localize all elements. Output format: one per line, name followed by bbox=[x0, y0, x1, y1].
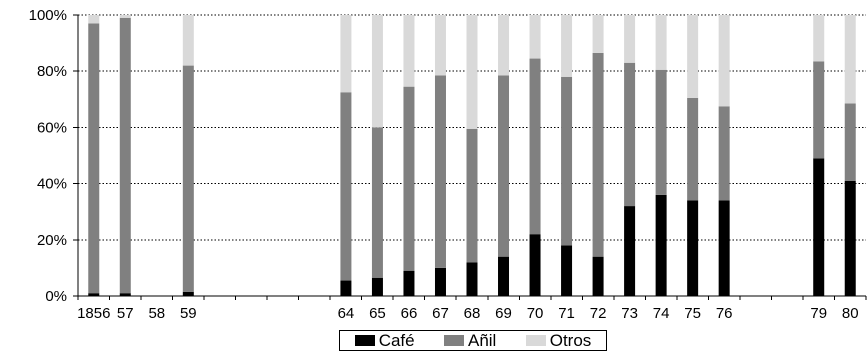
axes bbox=[73, 14, 867, 300]
x-tick-label: 80 bbox=[842, 305, 859, 322]
bar-segment bbox=[434, 15, 446, 76]
x-tick-label: 66 bbox=[401, 305, 418, 322]
bar-segment bbox=[371, 277, 383, 296]
bar-segment bbox=[655, 194, 667, 296]
bar-segment bbox=[592, 256, 604, 296]
bar-segment bbox=[718, 15, 730, 107]
bar-segment bbox=[592, 15, 604, 53]
x-tick-label: 79 bbox=[810, 305, 827, 322]
legend-item-cafe: Café bbox=[354, 330, 415, 351]
bar-segment bbox=[434, 267, 446, 296]
x-tick-label: 68 bbox=[464, 305, 481, 322]
y-tick-label: 40% bbox=[37, 176, 67, 193]
x-tick-label: 67 bbox=[432, 305, 449, 322]
legend-swatch-anil bbox=[443, 335, 464, 346]
bar-segment bbox=[529, 234, 541, 296]
bar-segment bbox=[624, 62, 636, 207]
x-tick-label: 72 bbox=[590, 305, 607, 322]
bar-segment bbox=[718, 106, 730, 201]
bar-segment bbox=[182, 15, 194, 66]
bar-segment bbox=[718, 200, 730, 296]
bar-segment bbox=[687, 15, 699, 98]
bar-segment bbox=[182, 291, 194, 296]
x-tick-label: 73 bbox=[621, 305, 638, 322]
bar-segment bbox=[529, 58, 541, 235]
bar-segment bbox=[119, 293, 131, 296]
bar-segment bbox=[371, 127, 383, 278]
bar-segment bbox=[687, 97, 699, 201]
legend-label-anil: Añil bbox=[467, 330, 497, 350]
bar-segment bbox=[498, 256, 510, 296]
bar-segment bbox=[813, 158, 825, 296]
bar-segment bbox=[119, 15, 131, 18]
bar-segment bbox=[498, 15, 510, 76]
bar-segment bbox=[844, 180, 856, 296]
bar-segment bbox=[813, 61, 825, 159]
bar-segment bbox=[434, 75, 446, 268]
bar-segment bbox=[592, 52, 604, 257]
bar-segment bbox=[403, 270, 415, 296]
bar-segment bbox=[529, 15, 541, 59]
bar-segment bbox=[466, 128, 478, 263]
bar-segment bbox=[655, 69, 667, 195]
x-tick-label: 64 bbox=[338, 305, 355, 322]
bar-segment bbox=[655, 15, 667, 70]
bar-segment bbox=[88, 23, 100, 294]
legend-label-otros: Otros bbox=[549, 330, 592, 350]
bar-segment bbox=[687, 200, 699, 296]
x-tick-label: 71 bbox=[558, 305, 575, 322]
y-tick-label: 60% bbox=[37, 119, 67, 136]
bar-segment bbox=[561, 15, 573, 77]
x-tick-labels: 1856 57 58 59 64 65 66 67 68 69 70 71 72 73 74 75 76 79 80 bbox=[77, 305, 859, 322]
bar-segment bbox=[844, 15, 856, 104]
x-tick-label: 75 bbox=[684, 305, 701, 322]
x-tick-label: 69 bbox=[495, 305, 512, 322]
bar-segment bbox=[466, 15, 478, 129]
x-tick-label: 70 bbox=[527, 305, 544, 322]
y-tick-label: 100% bbox=[29, 7, 67, 24]
bars bbox=[88, 15, 856, 296]
bar-segment bbox=[624, 15, 636, 63]
bar-segment bbox=[88, 15, 100, 24]
x-tick-label: 65 bbox=[369, 305, 386, 322]
bar-segment bbox=[403, 15, 415, 87]
legend-item-anil: Añil bbox=[443, 330, 497, 351]
x-tick-label: 59 bbox=[180, 305, 197, 322]
x-tick-label: 76 bbox=[716, 305, 733, 322]
y-tick-labels: 0% 20% 40% 60% 80% 100% bbox=[29, 7, 67, 305]
bar-segment bbox=[340, 280, 352, 296]
x-tick-label: 1856 bbox=[77, 305, 110, 322]
bar-segment bbox=[466, 262, 478, 296]
legend-swatch-cafe bbox=[354, 335, 375, 346]
y-tick-label: 0% bbox=[45, 288, 67, 305]
bar-segment bbox=[561, 245, 573, 296]
y-tick-label: 20% bbox=[37, 232, 67, 249]
legend-item-otros: Otros bbox=[525, 330, 592, 351]
x-tick-label: 57 bbox=[117, 305, 134, 322]
x-tick-label: 74 bbox=[653, 305, 670, 322]
bar-segment bbox=[182, 65, 194, 292]
bar-segment bbox=[561, 76, 573, 246]
legend-label-cafe: Café bbox=[378, 330, 415, 350]
x-tick-label: 58 bbox=[148, 305, 165, 322]
bar-segment bbox=[119, 17, 131, 294]
legend-swatch-otros bbox=[525, 335, 546, 346]
bar-segment bbox=[624, 206, 636, 296]
y-tick-label: 80% bbox=[37, 63, 67, 80]
bar-segment bbox=[371, 15, 383, 128]
bar-segment bbox=[498, 75, 510, 257]
bar-segment bbox=[403, 86, 415, 271]
bar-segment bbox=[340, 15, 352, 93]
legend: Café Añil Otros bbox=[339, 330, 607, 351]
bar-segment bbox=[813, 15, 825, 62]
bar-segment bbox=[88, 293, 100, 296]
bar-segment bbox=[340, 92, 352, 281]
bar-segment bbox=[844, 103, 856, 181]
